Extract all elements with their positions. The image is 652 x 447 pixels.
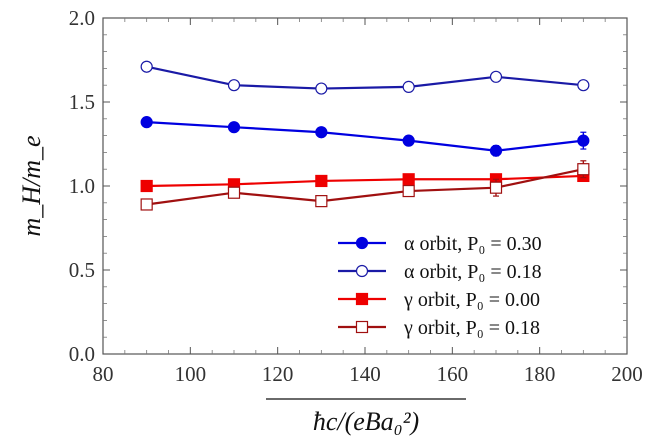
x-tick-label: 160 bbox=[437, 362, 469, 386]
series-line bbox=[146, 65, 584, 90]
series-line bbox=[146, 168, 584, 206]
data-point bbox=[402, 134, 415, 147]
legend-swatch-marker bbox=[355, 264, 369, 278]
legend-item-1: α orbit, P₀ = 0.30 bbox=[338, 233, 542, 255]
legend-item-3: γ orbit, P₀ = 0.00 bbox=[338, 289, 540, 311]
legend: α orbit, P₀ = 0.30 α orbit, P₀ = 0.18 γ or… bbox=[338, 233, 542, 339]
data-point bbox=[577, 79, 590, 92]
data-point bbox=[140, 116, 153, 129]
data-point bbox=[140, 179, 153, 193]
legend-label: γ orbit, P₀ = 0.00 bbox=[403, 289, 540, 311]
y-tick-label: 0.5 bbox=[69, 258, 95, 282]
y-tick-label: 0.0 bbox=[69, 342, 95, 366]
x-tick-label: 180 bbox=[524, 362, 556, 386]
series-2 bbox=[140, 60, 590, 95]
series-line bbox=[146, 174, 584, 188]
legend-swatch-marker bbox=[355, 236, 369, 250]
x-axis-ticks: 80 100 120 140 160 180 200 bbox=[93, 18, 643, 386]
x-tick-label: 200 bbox=[611, 362, 643, 386]
data-point bbox=[489, 70, 503, 83]
legend-swatch-marker bbox=[355, 292, 369, 306]
x-tick-label: 140 bbox=[349, 362, 381, 386]
data-point bbox=[140, 60, 153, 73]
legend-item-2: α orbit, P₀ = 0.18 bbox=[338, 261, 542, 283]
legend-label: α orbit, P₀ = 0.18 bbox=[404, 261, 542, 283]
legend-item-4: γ orbit, P₀ = 0.18 bbox=[338, 317, 540, 339]
legend-label: α orbit, P₀ = 0.30 bbox=[404, 233, 542, 255]
data-point bbox=[402, 184, 415, 198]
y-tick-label: 1.0 bbox=[69, 174, 95, 198]
series-line bbox=[146, 121, 584, 152]
x-axis-label: ħc/(eBa₀²) bbox=[313, 407, 419, 436]
data-point bbox=[489, 144, 503, 157]
y-axis-label: m_H/m_e bbox=[17, 135, 46, 236]
y-axis-ticks: 0.0 0.5 1.0 1.5 2.0 bbox=[69, 6, 627, 366]
x-tick-label: 100 bbox=[175, 362, 207, 386]
data-point bbox=[577, 134, 590, 147]
data-point bbox=[315, 82, 328, 95]
series-3 bbox=[140, 169, 590, 193]
y-tick-label: 2.0 bbox=[69, 6, 95, 30]
x-tick-label: 80 bbox=[93, 362, 114, 386]
data-point bbox=[227, 79, 241, 92]
data-point bbox=[315, 195, 328, 208]
legend-label: γ orbit, P₀ = 0.18 bbox=[403, 317, 540, 339]
data-point bbox=[489, 181, 503, 194]
series-layer bbox=[140, 60, 590, 211]
series-1 bbox=[140, 116, 590, 157]
data-point bbox=[140, 198, 153, 211]
data-point bbox=[315, 126, 328, 139]
x-tick-label: 120 bbox=[262, 362, 294, 386]
legend-swatch-marker bbox=[355, 320, 369, 334]
data-point bbox=[227, 121, 241, 134]
y-tick-label: 1.5 bbox=[69, 90, 95, 114]
data-point bbox=[227, 186, 241, 199]
data-point bbox=[315, 174, 328, 188]
data-point bbox=[402, 80, 415, 93]
series-4 bbox=[140, 160, 590, 211]
data-point bbox=[402, 173, 415, 186]
data-point bbox=[577, 163, 590, 176]
